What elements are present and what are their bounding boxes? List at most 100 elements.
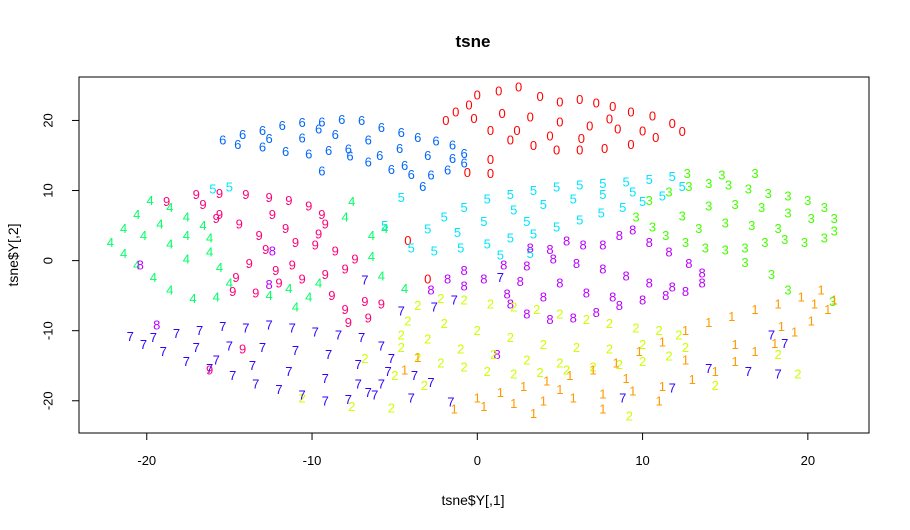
- point-digit-6-21: 6: [325, 143, 332, 158]
- point-digit-6-6: 6: [338, 112, 345, 127]
- point-digit-2-30: 2: [540, 337, 547, 352]
- point-digit-0-1: 0: [495, 84, 502, 99]
- y-tick-label: 10: [41, 183, 56, 197]
- point-digit-9-23: 9: [236, 217, 243, 232]
- point-digit-7-47: 7: [361, 273, 368, 288]
- point-digit-7-30: 7: [325, 347, 332, 362]
- point-digit-2-45: 2: [626, 409, 633, 424]
- point-digit-5-29: 5: [570, 191, 577, 206]
- point-digit-2-10: 2: [655, 323, 662, 338]
- point-digit-2-22: 2: [437, 355, 444, 370]
- point-digit-7-10: 7: [358, 330, 365, 345]
- point-digit-0-30: 0: [546, 128, 553, 143]
- point-digit-5-8: 5: [576, 177, 583, 192]
- point-digit-8-32: 8: [556, 276, 563, 291]
- point-digit-2-8: 2: [606, 316, 613, 331]
- point-digit-4-28: 4: [341, 210, 348, 225]
- point-digit-1-25: 1: [636, 344, 643, 359]
- point-digit-2-42: 2: [388, 400, 395, 415]
- point-digit-9-12: 9: [351, 252, 358, 267]
- point-digit-6-22: 6: [305, 147, 312, 162]
- point-digit-2-5: 2: [533, 302, 540, 317]
- point-digit-5-11: 5: [646, 172, 653, 187]
- point-digit-4-4: 4: [166, 200, 173, 215]
- point-digit-3-16: 3: [761, 235, 768, 250]
- point-digit-9-34: 9: [378, 297, 385, 312]
- point-digit-8-22: 8: [480, 271, 487, 286]
- point-digit-2-47: 2: [794, 367, 801, 382]
- point-digit-5-7: 5: [553, 180, 560, 195]
- point-digit-1-28: 1: [566, 368, 573, 383]
- point-digit-3-7: 3: [765, 186, 772, 201]
- point-digit-5-25: 5: [454, 225, 461, 240]
- point-digit-0-34: 0: [464, 165, 471, 180]
- point-digit-2-20: 2: [484, 364, 491, 379]
- point-digit-6-8: 6: [378, 120, 385, 135]
- point-digit-3-32: 3: [774, 221, 781, 236]
- point-digit-9-15: 9: [298, 271, 305, 286]
- point-digit-5-22: 5: [484, 236, 491, 251]
- point-digit-7-19: 7: [275, 382, 282, 397]
- point-digit-3-30: 3: [722, 215, 729, 230]
- point-digit-1-5: 1: [599, 386, 606, 401]
- point-digit-7-38: 7: [427, 375, 434, 390]
- point-digit-0-2: 0: [515, 79, 522, 94]
- point-digit-4-30: 4: [381, 221, 388, 236]
- point-digit-4-12: 4: [189, 291, 196, 306]
- point-digit-3-18: 3: [722, 243, 729, 258]
- point-digit-1-9: 1: [712, 364, 719, 379]
- point-digit-6-33: 6: [376, 148, 383, 163]
- point-digit-6-10: 6: [414, 130, 421, 145]
- point-digit-0-6: 0: [593, 95, 600, 110]
- point-digit-0-31: 0: [578, 131, 585, 146]
- point-digit-1-19: 1: [774, 297, 781, 312]
- point-digit-3-36: 3: [829, 294, 836, 309]
- point-digit-5-36: 5: [398, 190, 405, 205]
- point-digit-8-41: 8: [265, 277, 272, 292]
- point-digit-4-7: 4: [206, 231, 213, 246]
- point-digit-5-18: 5: [576, 213, 583, 228]
- point-digit-3-10: 3: [821, 200, 828, 215]
- point-digit-4-1: 4: [120, 221, 127, 236]
- point-digit-2-15: 2: [616, 357, 623, 372]
- point-digit-8-20: 8: [507, 297, 514, 312]
- point-digit-2-37: 2: [556, 355, 563, 370]
- point-digit-2-11: 2: [675, 327, 682, 342]
- plot-box: [78, 76, 870, 434]
- point-digit-0-5: 0: [576, 92, 583, 107]
- point-digit-5-17: 5: [598, 206, 605, 221]
- point-digit-2-25: 2: [398, 327, 405, 342]
- point-digit-7-20: 7: [252, 376, 259, 391]
- point-digit-1-11: 1: [751, 344, 758, 359]
- point-digit-7-43: 7: [745, 364, 752, 379]
- point-digit-1-7: 1: [659, 379, 666, 394]
- y-tick-label: -10: [41, 321, 56, 340]
- point-digit-7-24: 7: [160, 344, 167, 359]
- point-digit-1-6: 1: [629, 384, 636, 399]
- point-digit-1-30: 1: [520, 379, 527, 394]
- point-digit-3-23: 3: [679, 208, 686, 223]
- point-digit-4-31: 4: [368, 249, 375, 264]
- point-digit-7-15: 7: [365, 385, 372, 400]
- point-digit-9-27: 9: [282, 221, 289, 236]
- point-digit-1-35: 1: [682, 353, 689, 368]
- point-digit-5-34: 5: [527, 246, 534, 261]
- point-digit-3-6: 3: [745, 182, 752, 197]
- point-digit-5-27: 5: [510, 203, 517, 218]
- point-digit-1-40: 1: [599, 402, 606, 417]
- point-digit-1-21: 1: [728, 309, 735, 324]
- point-digit-2-46: 2: [712, 378, 719, 393]
- point-digit-1-36: 1: [731, 337, 738, 352]
- point-digit-6-20: 6: [346, 149, 353, 164]
- point-digit-2-2: 2: [460, 292, 467, 307]
- point-digit-8-7: 8: [646, 235, 653, 250]
- point-digit-0-20: 0: [470, 111, 477, 126]
- point-digit-8-24: 8: [500, 257, 507, 272]
- point-digit-1-24: 1: [659, 334, 666, 349]
- point-digit-0-32: 0: [606, 112, 613, 127]
- point-digit-8-31: 8: [669, 280, 676, 295]
- point-digit-5-26: 5: [480, 214, 487, 229]
- point-digit-5-4: 5: [484, 191, 491, 206]
- point-digit-8-36: 8: [517, 274, 524, 289]
